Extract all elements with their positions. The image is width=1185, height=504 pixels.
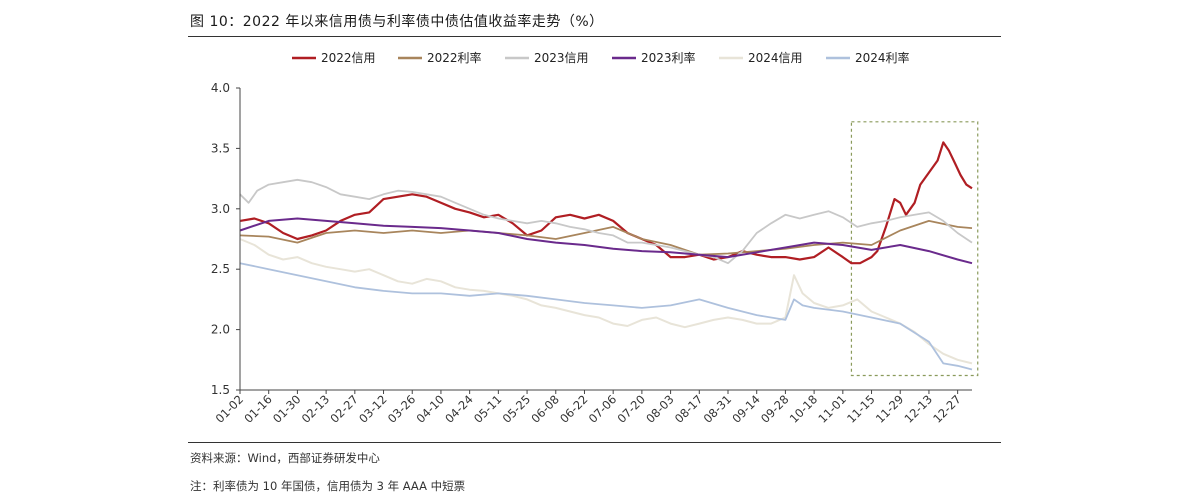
y-tick-label: 1.5	[211, 383, 230, 397]
x-tick-label: 11-15	[844, 392, 878, 426]
x-tick-label: 02-27	[327, 392, 361, 426]
x-tick-label: 01-16	[241, 392, 275, 426]
y-tick-label: 2.0	[211, 323, 230, 337]
x-tick-label: 04-24	[442, 392, 476, 426]
x-tick-label: 01-30	[270, 392, 304, 426]
bottom-rule	[188, 442, 1001, 443]
top-rule	[188, 36, 1001, 37]
y-tick-label: 2.5	[211, 262, 230, 276]
y-tick-label: 4.0	[211, 81, 230, 95]
series-line-2022信用	[239, 141, 973, 265]
footnote: 注：利率债为 10 年国债，信用债为 3 年 AAA 中短票	[190, 479, 466, 493]
x-tick-label: 07-20	[614, 392, 648, 426]
series-line-2023信用	[239, 178, 973, 265]
highlight-box-group	[850, 121, 979, 377]
x-tick-label: 05-11	[471, 392, 505, 426]
highlight-box	[850, 121, 979, 377]
x-tick-label: 06-22	[557, 392, 591, 426]
legend-label: 2023利率	[641, 50, 696, 65]
x-tick-label: 10-18	[787, 392, 821, 426]
series-line-2024信用	[239, 238, 973, 365]
legend-label: 2024利率	[855, 50, 910, 65]
legend: 2022信用 2022利率 2023信用 2023利率 2024信用 2024利率	[292, 50, 910, 65]
x-tick-label: 09-28	[758, 392, 792, 426]
legend-label: 2022信用	[321, 51, 376, 65]
x-tick-label: 03-26	[385, 392, 419, 426]
series-group	[239, 141, 973, 371]
x-tick-label: 09-14	[729, 392, 763, 426]
x-tick-label: 05-25	[500, 392, 534, 426]
x-tick-label: 02-13	[299, 392, 333, 426]
series-line-2023利率	[239, 217, 973, 265]
x-tick-label: 04-10	[414, 392, 448, 426]
axes: 1.5 2.0 2.5 3.0 3.5 4.0 01-0201-1601-3002-1302…	[211, 81, 972, 426]
x-tick-label: 03-12	[356, 392, 390, 426]
series-line-2022利率	[239, 219, 973, 256]
figure-title: 图 10：2022 年以来信用债与利率债中债估值收益率走势（%）	[190, 14, 604, 30]
legend-label: 2022利率	[427, 50, 482, 65]
x-tick-label: 07-06	[586, 392, 620, 426]
series-line-2024利率	[239, 262, 973, 371]
x-tick-label: 01-02	[213, 392, 247, 426]
y-tick-label: 3.0	[211, 202, 230, 216]
legend-label: 2024信用	[748, 51, 803, 65]
source-note: 资料来源：Wind，西部证券研发中心	[190, 451, 380, 465]
x-tick-label: 11-01	[815, 392, 849, 426]
x-tick-label: 11-29	[873, 392, 907, 426]
y-tick-label: 3.5	[211, 141, 230, 155]
x-tick-label: 12-13	[902, 392, 936, 426]
x-tick-label: 08-31	[701, 392, 735, 426]
x-tick-label: 08-17	[672, 392, 706, 426]
x-tick-label: 06-08	[528, 392, 562, 426]
x-tick-label: 08-03	[643, 392, 677, 426]
x-tick-label: 12-27	[930, 392, 964, 426]
legend-label: 2023信用	[534, 51, 589, 65]
